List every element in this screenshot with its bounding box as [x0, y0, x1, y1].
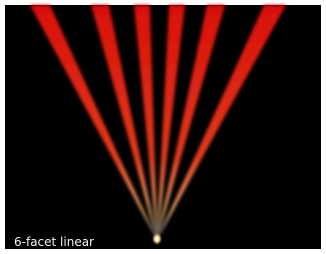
light-source: [152, 233, 162, 245]
caption: 6-facet linear: [14, 235, 94, 249]
beam-preview: 6-facet linear: [0, 0, 326, 254]
